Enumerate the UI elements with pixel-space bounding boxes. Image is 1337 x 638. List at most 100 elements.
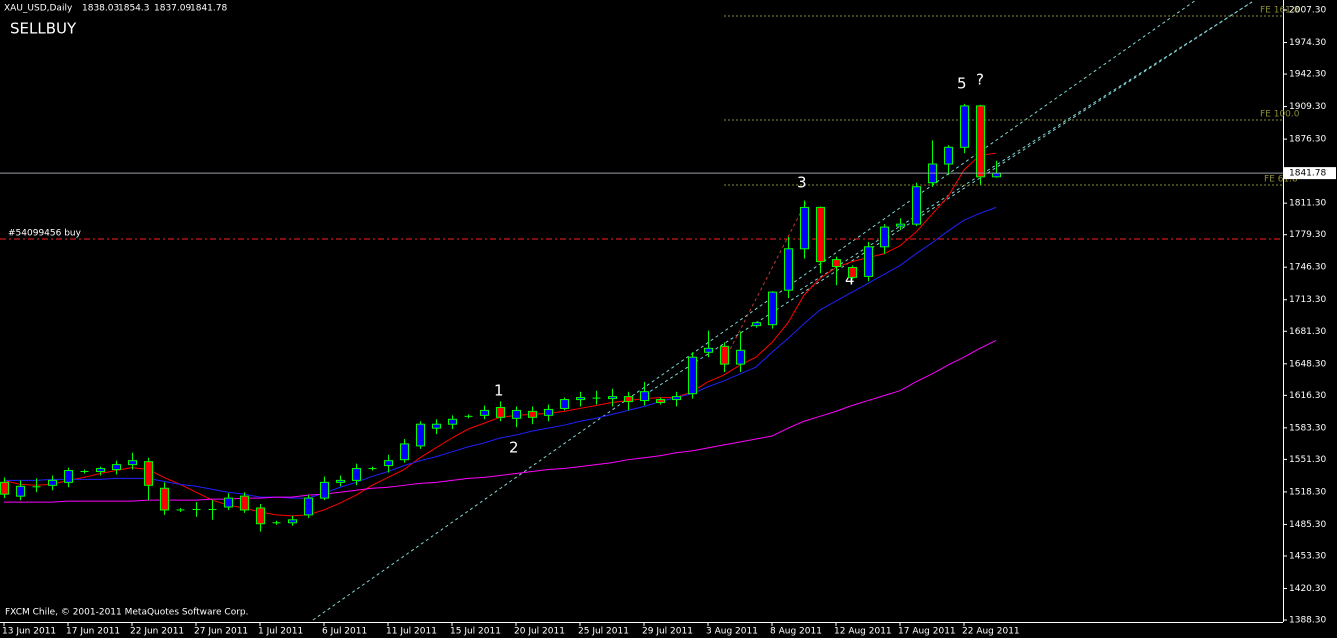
moving-average (4, 339, 997, 503)
candle (320, 476, 329, 501)
candle (464, 414, 473, 419)
candle-body (480, 409, 489, 416)
y-tick-label: 1388.30 (1289, 616, 1326, 626)
x-tick-label: 12 Aug 2011 (834, 627, 892, 637)
candle (592, 390, 601, 405)
header-high: 1854.3 (118, 4, 150, 14)
candle-body (848, 267, 857, 278)
y-tick-label: 1942.30 (1289, 70, 1326, 80)
candle-body (432, 423, 441, 429)
y-tick-label: 2007.30 (1289, 6, 1326, 16)
candle (704, 330, 713, 358)
wave-label: 4 (845, 271, 855, 289)
candle (784, 236, 793, 299)
candle (960, 103, 969, 154)
fe-label: FE 61.8 (1264, 175, 1298, 185)
y-tick-label: 1713.30 (1289, 295, 1326, 305)
y-tick-label: 1909.30 (1289, 102, 1326, 112)
y-tick-label: 1518.30 (1289, 487, 1326, 497)
candle-body (528, 410, 537, 418)
x-tick-label: 27 Jun 2011 (194, 627, 248, 637)
candle-body (640, 391, 649, 402)
x-tick-label: 17 Aug 2011 (898, 627, 956, 637)
candle (544, 404, 553, 422)
candle (240, 492, 249, 513)
candle (480, 405, 489, 420)
y-tick-label: 1648.30 (1289, 359, 1326, 369)
candle (512, 406, 521, 428)
x-tick-label: 1 Jul 2011 (258, 627, 303, 637)
candle (208, 500, 217, 520)
x-tick-label: 3 Aug 2011 (706, 627, 758, 637)
wave-label: 2 (509, 439, 519, 457)
y-tick-label: 1876.30 (1289, 135, 1326, 145)
candle (768, 291, 777, 329)
candle (800, 200, 809, 259)
wave-label: ? (976, 71, 984, 89)
candle-body (416, 423, 425, 447)
candle (368, 466, 377, 471)
header-low: 1837.09 (154, 4, 191, 14)
candle (160, 482, 169, 515)
candle (48, 475, 57, 491)
candle-body (800, 206, 809, 250)
candle-body (448, 418, 457, 425)
candle-body (64, 470, 73, 483)
price-box (1284, 167, 1336, 180)
x-tick-label: 6 Jul 2011 (322, 627, 367, 637)
x-tick-label: 22 Aug 2011 (962, 627, 1020, 637)
candle (176, 507, 185, 512)
candle (192, 502, 201, 517)
candle (944, 145, 953, 175)
order-label: #54099456 buy (8, 229, 82, 239)
moving-average (4, 206, 997, 499)
candle (400, 438, 409, 463)
candle (528, 406, 537, 425)
channel-line (639, 1, 1253, 399)
candle-body (336, 479, 345, 483)
y-tick-label: 1779.30 (1289, 230, 1326, 240)
candle-body (784, 248, 793, 291)
candle (128, 452, 137, 470)
impulse-line (721, 201, 807, 366)
candle (288, 515, 297, 526)
candle-body (144, 461, 153, 486)
candle (688, 352, 697, 399)
candle (640, 381, 649, 406)
candle (352, 463, 361, 486)
x-tick-label: 25 Jul 2011 (578, 627, 629, 637)
candle (976, 104, 985, 185)
y-tick-label: 1551.30 (1289, 455, 1326, 465)
candle-body (400, 443, 409, 461)
candle (384, 454, 393, 473)
candle-body (304, 497, 313, 516)
candle-body (656, 399, 665, 404)
candle (144, 457, 153, 501)
candle-body (864, 246, 873, 277)
candle (624, 391, 633, 411)
candle (224, 493, 233, 510)
candle (80, 469, 89, 474)
candle-body (16, 485, 25, 497)
candle-body (544, 408, 553, 416)
candle-body (160, 487, 169, 511)
candle (672, 391, 681, 407)
candle-body (560, 399, 569, 409)
header-open: 1838.03 (82, 4, 119, 14)
candle-body (976, 105, 985, 178)
x-tick-label: 11 Jul 2011 (386, 627, 437, 637)
candle-body (240, 495, 249, 511)
x-tick-label: 20 Jul 2011 (514, 627, 565, 637)
candle (896, 218, 905, 231)
candle-body (576, 397, 585, 401)
candle-body (496, 406, 505, 418)
candle-body (256, 507, 265, 525)
y-tick-label: 1453.30 (1289, 551, 1326, 561)
candle-body (224, 497, 233, 508)
y-tick-label: 1485.30 (1289, 520, 1326, 530)
candle (816, 206, 825, 274)
candle (32, 478, 41, 493)
candle-body (736, 349, 745, 365)
fe-label: FE 100.0 (1260, 110, 1300, 120)
